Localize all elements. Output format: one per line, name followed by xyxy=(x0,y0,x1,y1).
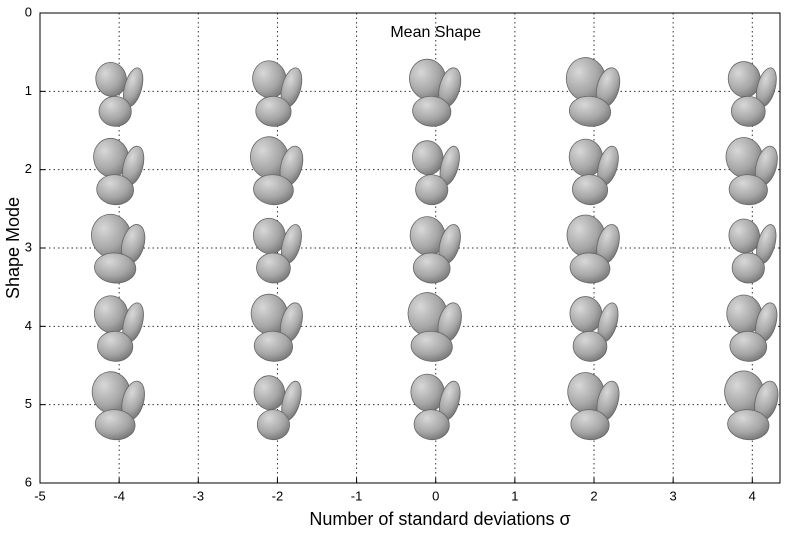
y-tick-label: 1 xyxy=(25,83,32,98)
x-axis-label: Number of standard deviations σ xyxy=(309,509,570,529)
x-tick-label: 0 xyxy=(432,488,439,503)
x-tick-label: 2 xyxy=(590,488,597,503)
shape-glyph xyxy=(726,294,778,362)
y-tick-label: 3 xyxy=(25,239,32,254)
shape-glyph xyxy=(91,371,145,441)
shape-glyph xyxy=(93,295,144,362)
shape-glyph xyxy=(566,214,620,284)
x-tick-label: 4 xyxy=(749,488,756,503)
shape-glyph xyxy=(411,140,460,206)
shape-part xyxy=(728,174,768,206)
x-tick-label: -5 xyxy=(34,488,46,503)
y-tick-label: 6 xyxy=(25,474,32,489)
shape-part xyxy=(256,252,291,284)
y-tick-label: 2 xyxy=(25,161,32,176)
shape-part xyxy=(97,330,134,362)
shape-glyph xyxy=(727,61,777,127)
y-tick-label: 0 xyxy=(25,4,32,19)
annotation: Mean Shape xyxy=(390,24,481,41)
shape-part xyxy=(727,409,770,441)
y-tick-label: 4 xyxy=(25,318,32,333)
shape-part xyxy=(94,252,137,284)
shape-glyph xyxy=(91,213,146,284)
shape-glyph xyxy=(407,292,462,362)
shape-part xyxy=(569,252,611,284)
y-axis-label: Shape Mode xyxy=(3,197,23,299)
shape-glyph xyxy=(95,61,144,127)
shape-part xyxy=(731,95,766,127)
shape-part xyxy=(568,95,612,127)
shape-part xyxy=(731,252,765,284)
y-tick-label: 5 xyxy=(25,396,32,411)
shape-part xyxy=(412,252,451,284)
shape-part xyxy=(96,174,134,206)
shape-glyph xyxy=(252,60,303,127)
x-tick-label: 1 xyxy=(511,488,518,503)
x-tick-label: -3 xyxy=(193,488,205,503)
x-tick-label: 3 xyxy=(670,488,677,503)
shape-part xyxy=(413,409,450,441)
x-tick-label: -1 xyxy=(351,488,363,503)
shape-glyph xyxy=(253,375,302,441)
shape-glyph xyxy=(565,57,621,127)
shape-glyph xyxy=(567,372,620,441)
shape-part xyxy=(412,95,452,127)
shape-part xyxy=(98,95,132,127)
shape-part xyxy=(256,409,290,441)
shape-glyph xyxy=(410,373,461,441)
shape-glyph xyxy=(569,296,619,362)
shape-glyph xyxy=(93,137,145,206)
shape-glyph xyxy=(725,137,778,206)
shape-glyph xyxy=(568,138,619,206)
shape-part xyxy=(729,330,768,362)
shape-glyph xyxy=(252,217,302,284)
shape-part xyxy=(571,174,609,206)
shape-part xyxy=(415,174,449,206)
shape-glyph xyxy=(724,370,779,441)
x-tick-label: -4 xyxy=(113,488,125,503)
shape-part xyxy=(572,330,608,362)
shape-part xyxy=(570,409,610,441)
shape-glyph xyxy=(728,218,777,284)
shape-glyph xyxy=(409,58,462,127)
shape-part xyxy=(410,330,453,362)
x-tick-label: -2 xyxy=(272,488,284,503)
shape-part xyxy=(255,95,292,127)
shape-glyph xyxy=(409,216,461,284)
plot-frame xyxy=(39,12,781,484)
shape-part xyxy=(94,409,136,441)
shape-glyph xyxy=(250,136,304,206)
shape-part xyxy=(253,330,293,362)
shape-glyph xyxy=(250,293,303,362)
shape-part xyxy=(253,174,294,206)
